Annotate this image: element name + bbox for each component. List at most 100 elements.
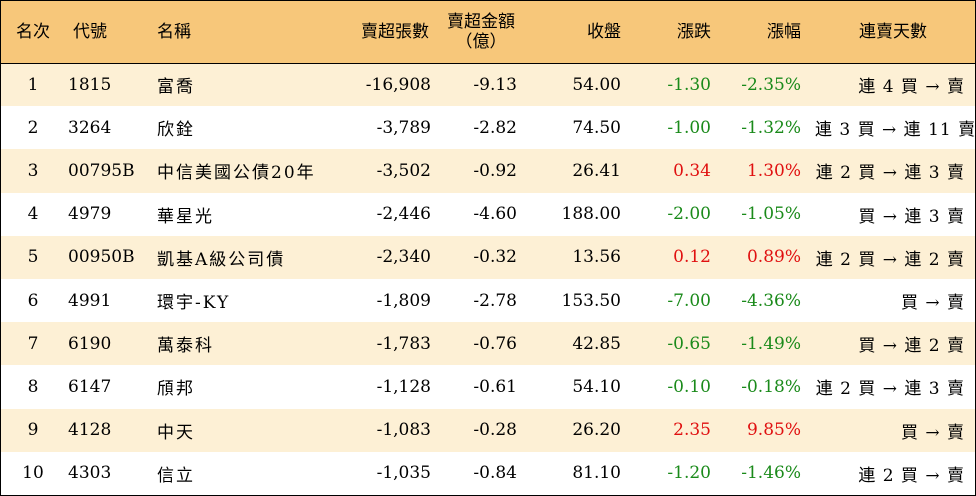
cell-lots: -16,908 — [365, 74, 431, 95]
cell-lots: -1,783 — [376, 333, 431, 354]
cell-close: 188.00 — [561, 204, 621, 225]
cell-change: 0.12 — [673, 247, 711, 268]
header-name: 名稱 — [135, 1, 335, 64]
header-net-sell-amount-line1: 賣超金額 — [447, 11, 515, 32]
cell-close: 13.56 — [572, 247, 621, 268]
cell-amount: -9.13 — [473, 74, 517, 95]
cell-lots: -1,083 — [376, 420, 431, 441]
cell-name: 欣銓 — [157, 120, 195, 141]
cell-streak: 連 4 買 → 賣 — [858, 77, 965, 98]
cell-code: 00950B — [68, 247, 135, 268]
table-row: 5 00950B 凱基A級公司債 -2,340 -0.32 13.56 0.12… — [1, 235, 975, 279]
cell-streak: 連 3 買 → 連 11 賣 — [815, 120, 976, 141]
cell-code: 4979 — [68, 204, 112, 225]
cell-change-pct: -1.46% — [741, 463, 801, 484]
cell-lots: -1,035 — [376, 463, 431, 484]
table-row: 4 4979 華星光 -2,446 -4.60 188.00 -2.00 -1.… — [1, 192, 975, 236]
cell-rank: 5 — [27, 247, 39, 268]
cell-close: 26.41 — [572, 160, 621, 181]
cell-lots: -3,789 — [376, 117, 431, 138]
cell-rank: 4 — [27, 204, 39, 225]
cell-rank: 2 — [27, 117, 39, 138]
header-change-pct: 漲幅 — [725, 1, 815, 64]
cell-change: -1.20 — [667, 463, 711, 484]
cell-lots: -1,128 — [376, 376, 431, 397]
cell-change: -7.00 — [667, 290, 711, 311]
cell-streak: 連 2 買 → 連 2 賣 — [815, 249, 965, 270]
cell-streak: 買 → 連 3 賣 — [858, 206, 965, 227]
table-row: 9 4128 中天 -1,083 -0.28 26.20 2.35 9.85% … — [1, 408, 975, 452]
cell-amount: -4.60 — [473, 204, 517, 225]
cell-lots: -1,809 — [376, 290, 431, 311]
cell-name: 中天 — [157, 422, 195, 443]
table-header-row: 名次 代號 名稱 賣超張數 賣超金額 （億） 收盤 漲跌 漲幅 連賣天數 — [1, 1, 975, 64]
cell-amount: -0.32 — [473, 247, 517, 268]
cell-change-pct: -2.35% — [741, 74, 801, 95]
cell-change: -2.00 — [667, 204, 711, 225]
header-net-sell-amount-line2: （億） — [455, 31, 507, 52]
cell-close: 74.50 — [572, 117, 621, 138]
cell-rank: 9 — [27, 420, 39, 441]
cell-streak: 連 2 買 → 連 3 賣 — [815, 379, 965, 400]
cell-streak: 買 → 賣 — [900, 293, 965, 314]
table-row: 8 6147 頎邦 -1,128 -0.61 54.10 -0.10 -0.18… — [1, 365, 975, 409]
cell-amount: -0.92 — [473, 160, 517, 181]
cell-code: 4128 — [68, 420, 112, 441]
cell-name: 富喬 — [157, 77, 195, 98]
cell-close: 26.20 — [572, 420, 621, 441]
cell-lots: -2,446 — [376, 204, 431, 225]
header-close: 收盤 — [531, 1, 635, 64]
table-row: 3 00795B 中信美國公債20年 -3,502 -0.92 26.41 0.… — [1, 149, 975, 193]
cell-amount: -0.28 — [473, 420, 517, 441]
cell-change: -0.65 — [667, 333, 711, 354]
cell-name: 信立 — [157, 465, 195, 486]
cell-change-pct: -1.32% — [741, 117, 801, 138]
cell-close: 54.00 — [572, 74, 621, 95]
table-row: 6 4991 環宇-KY -1,809 -2.78 153.50 -7.00 -… — [1, 278, 975, 323]
cell-change-pct: 0.89% — [746, 247, 801, 268]
cell-change-pct: 9.85% — [746, 420, 801, 441]
cell-lots: -3,502 — [376, 160, 431, 181]
cell-change: 0.34 — [673, 160, 711, 181]
header-net-sell-amount: 賣超金額 （億） — [431, 1, 531, 64]
cell-close: 153.50 — [561, 290, 621, 311]
table-row: 7 6190 萬泰科 -1,783 -0.76 42.85 -0.65 -1.4… — [1, 322, 975, 366]
table-row: 2 3264 欣銓 -3,789 -2.82 74.50 -1.00 -1.32… — [1, 106, 976, 150]
cell-name: 頎邦 — [157, 379, 195, 400]
cell-code: 00795B — [68, 160, 135, 181]
table-row: 10 4303 信立 -1,035 -0.84 81.10 -1.20 -1.4… — [1, 451, 975, 495]
table-body: 1 1815 富喬 -16,908 -9.13 54.00 -1.30 -2.3… — [1, 63, 975, 495]
cell-change-pct: -0.18% — [741, 376, 801, 397]
cell-name: 華星光 — [157, 206, 214, 227]
cell-rank: 8 — [27, 376, 39, 397]
cell-streak: 買 → 連 2 賣 — [858, 336, 965, 357]
cell-amount: -0.84 — [473, 463, 517, 484]
cell-rank: 6 — [27, 290, 39, 311]
cell-code: 6147 — [68, 376, 112, 397]
cell-change-pct: 1.30% — [746, 160, 801, 181]
header-streak: 連賣天數 — [815, 1, 975, 64]
cell-change-pct: -4.36% — [741, 290, 801, 311]
cell-change: 2.35 — [673, 420, 711, 441]
cell-change-pct: -1.05% — [741, 204, 801, 225]
cell-close: 42.85 — [572, 333, 621, 354]
header-code: 代號 — [65, 1, 135, 64]
cell-amount: -0.76 — [473, 333, 517, 354]
cell-name: 萬泰科 — [157, 336, 214, 357]
cell-lots: -2,340 — [376, 247, 431, 268]
cell-change: -1.30 — [667, 74, 711, 95]
cell-rank: 7 — [27, 333, 39, 354]
cell-rank: 10 — [22, 463, 44, 484]
cell-amount: -2.78 — [473, 290, 517, 311]
header-change: 漲跌 — [635, 1, 725, 64]
cell-name: 凱基A級公司債 — [157, 249, 286, 270]
cell-code: 1815 — [68, 74, 112, 95]
cell-change-pct: -1.49% — [741, 333, 801, 354]
cell-streak: 買 → 賣 — [900, 422, 965, 443]
cell-close: 81.10 — [572, 463, 621, 484]
cell-name: 中信美國公債20年 — [157, 163, 316, 184]
cell-code: 3264 — [68, 117, 112, 138]
cell-change: -1.00 — [667, 117, 711, 138]
